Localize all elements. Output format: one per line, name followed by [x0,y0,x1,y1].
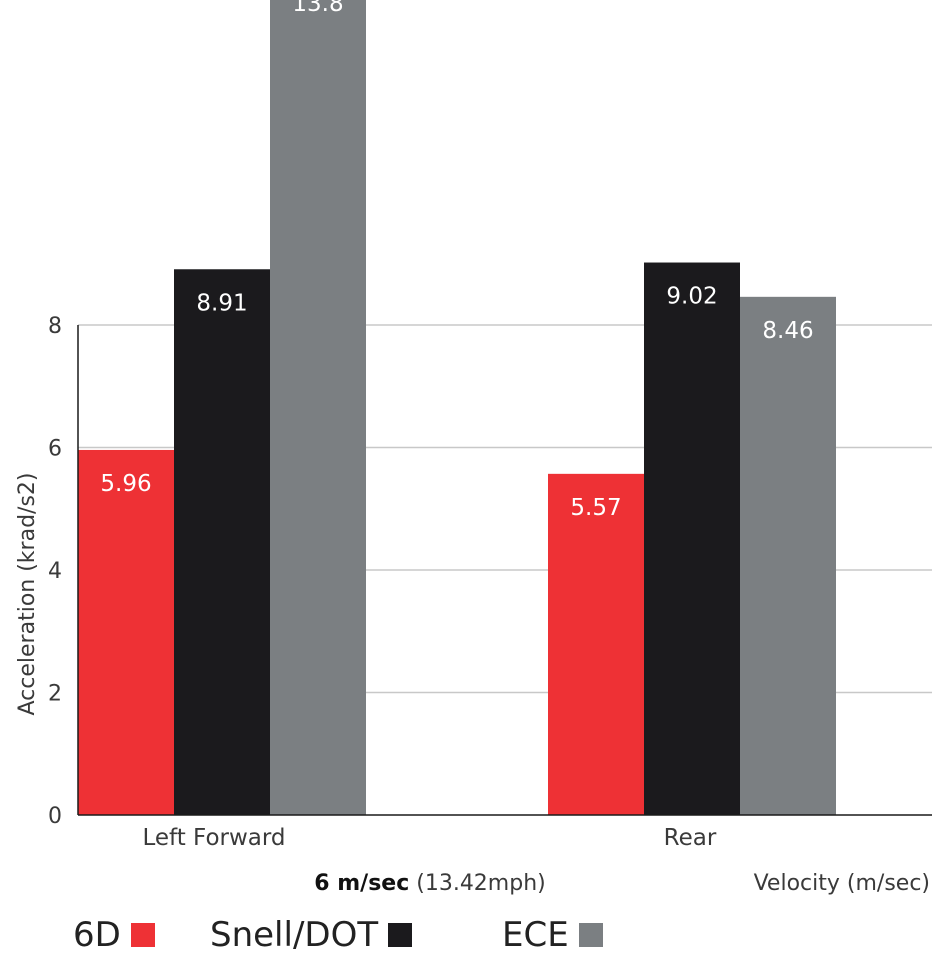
y-tick-label-6: 6 [48,437,62,462]
velocity-label: Velocity (m/sec) [754,871,930,896]
legend-swatch-ece [578,923,603,947]
y-tick-label-0: 0 [48,804,62,829]
legend-swatch-6d [130,923,155,947]
legend-item-ece: ECE [502,915,603,955]
x-axis-subtitle: 6 m/sec (13.42mph) [314,871,545,896]
y-tick-label-4: 4 [48,559,62,584]
x-axis-subtitle-rest: (13.42mph) [409,871,545,896]
data-label-ece-1: 13.8 [292,0,343,17]
legend-swatch-snell-dot [388,923,413,947]
x-category-label-1: Left Forward [142,825,285,851]
axes [77,325,932,816]
bar-6d-1 [78,449,174,815]
labels: 0 2 4 6 8 5.96 5.57 8.91 9.02 13.8 8.46 Left Forwar… [15,0,930,896]
bar-snell-dot-2 [644,262,740,815]
legend: 6D Snell/DOT ECE [0,915,935,955]
x-axis-subtitle-bold: 6 m/sec [314,871,409,896]
data-label-snell-dot-2: 9.02 [666,284,717,310]
y-tick-label-8: 8 [48,314,62,339]
y-tick-label-2: 2 [48,682,62,707]
bar-6d-2 [548,473,644,815]
data-label-snell-dot-1: 8.91 [196,290,247,316]
data-label-ece-2: 8.46 [762,318,813,344]
legend-item-snell-dot: Snell/DOT [210,915,413,955]
bars [78,0,836,815]
x-category-label-2: Rear [664,825,717,851]
data-label-6d-2: 5.57 [570,495,621,521]
legend-label-6d: 6D [73,915,121,955]
bar-ece-1 [270,0,366,815]
legend-label-ece: ECE [502,915,569,955]
bar-chart: 0 2 4 6 8 5.96 5.57 8.91 9.02 13.8 8.46 Left Forwar… [15,0,932,896]
y-axis-title: Acceleration (krad/s2) [15,473,40,716]
data-label-6d-1: 5.96 [100,471,151,497]
bar-ece-2 [740,296,836,815]
legend-label-snell-dot: Snell/DOT [210,915,379,955]
legend-item-6d: 6D [73,915,155,955]
bar-snell-dot-1 [174,269,270,815]
